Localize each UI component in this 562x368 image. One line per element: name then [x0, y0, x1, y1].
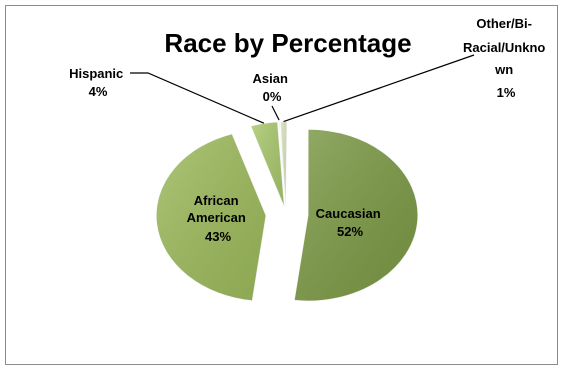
label-other: Other/Bi- Racial/Unkno wn 1% [463, 16, 549, 100]
leader-line-hispanic [130, 72, 265, 124]
label-asian: Asian 0% [252, 71, 291, 104]
pie-slices [155, 119, 419, 302]
leader-lines [130, 54, 475, 124]
label-african-american: African American 43% [187, 193, 250, 244]
pie-slice-shade [250, 121, 285, 208]
label-caucasian: Caucasian 52% [316, 206, 385, 239]
leader-line-asian [271, 105, 280, 121]
pie-slice-shade [156, 133, 267, 301]
label-hispanic: Hispanic 4% [69, 66, 127, 99]
leader-line-other [283, 54, 475, 123]
pie-slice-shade [294, 129, 418, 302]
pie-slice-shade [278, 120, 286, 207]
pie-slice-shade [280, 121, 287, 208]
chart-title: Race by Percentage [164, 28, 411, 58]
